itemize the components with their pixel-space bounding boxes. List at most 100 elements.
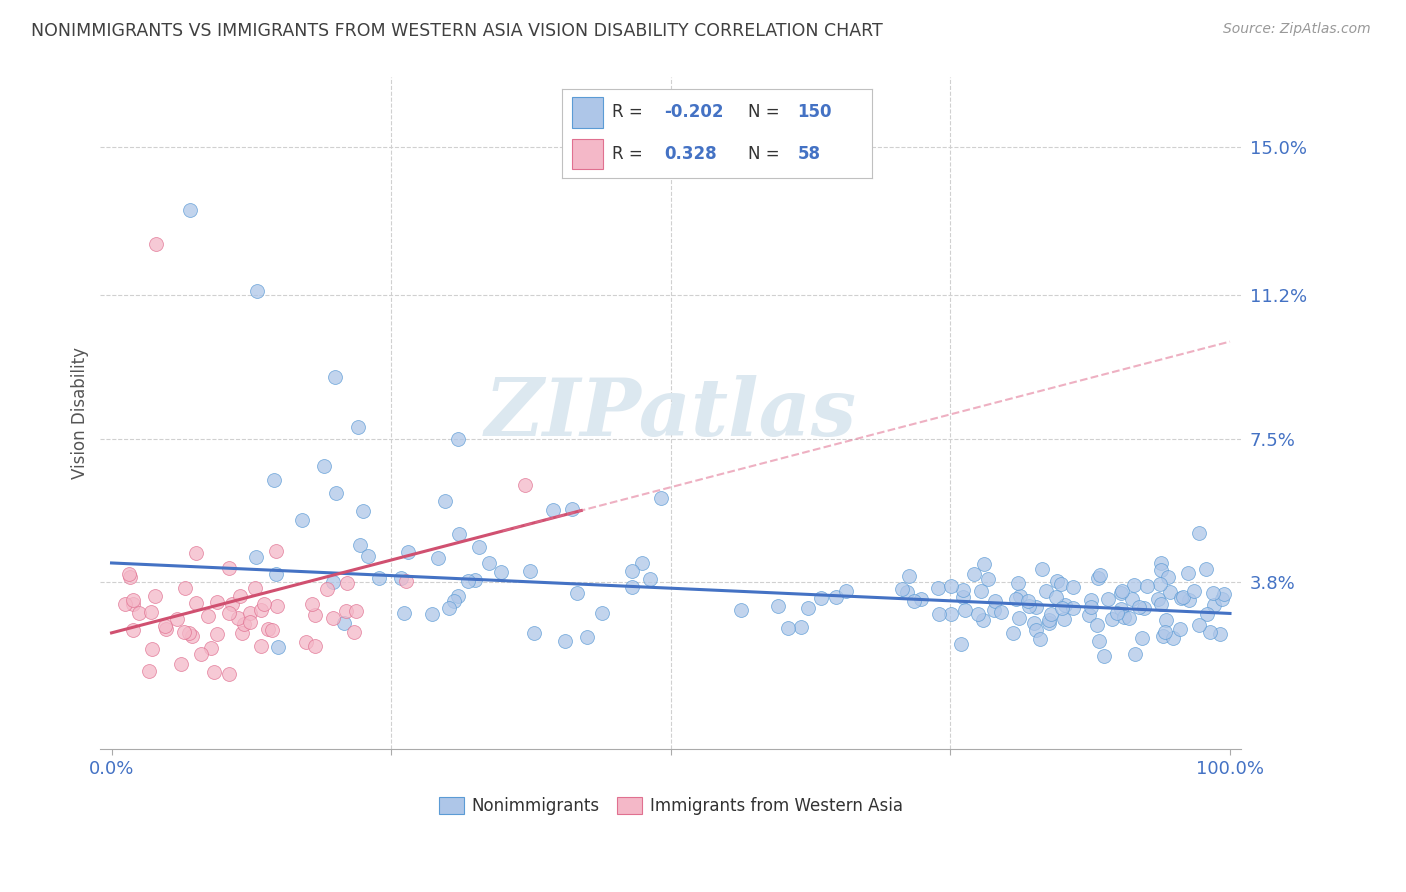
Nonimmigrants <box>1080 593 1102 607</box>
Immigrants from Western Asia <box>184 596 207 610</box>
Immigrants from Western Asia <box>118 566 141 581</box>
Nonimmigrants <box>1046 574 1069 588</box>
Nonimmigrants <box>1008 611 1031 625</box>
Nonimmigrants <box>437 600 460 615</box>
Text: R =: R = <box>612 145 643 163</box>
Nonimmigrants <box>1107 606 1129 620</box>
Nonimmigrants <box>368 571 391 585</box>
Nonimmigrants <box>1154 625 1177 640</box>
Immigrants from Western Asia <box>249 603 271 617</box>
Nonimmigrants <box>977 572 1000 586</box>
Nonimmigrants <box>1097 592 1119 607</box>
Immigrants from Western Asia <box>205 626 228 640</box>
Immigrants from Western Asia <box>121 593 143 607</box>
Nonimmigrants <box>1202 586 1225 600</box>
Nonimmigrants <box>1154 613 1177 627</box>
Immigrants from Western Asia <box>121 624 143 638</box>
Nonimmigrants <box>541 503 564 517</box>
Nonimmigrants <box>778 621 800 635</box>
Nonimmigrants <box>1213 587 1236 601</box>
Immigrants from Western Asia <box>295 634 318 648</box>
Nonimmigrants <box>1053 599 1076 613</box>
Immigrants from Western Asia <box>200 640 222 655</box>
Immigrants from Western Asia <box>221 598 243 612</box>
Immigrants from Western Asia <box>118 570 141 584</box>
Nonimmigrants <box>1080 599 1102 614</box>
Nonimmigrants <box>312 458 335 473</box>
Nonimmigrants <box>1001 626 1024 640</box>
Nonimmigrants <box>420 607 443 621</box>
Nonimmigrants <box>323 369 346 384</box>
Nonimmigrants <box>891 582 914 597</box>
Text: N =: N = <box>748 103 779 121</box>
Nonimmigrants <box>457 574 479 589</box>
Nonimmigrants <box>1024 615 1046 630</box>
Nonimmigrants <box>1050 600 1073 615</box>
Nonimmigrants <box>1149 577 1171 591</box>
Nonimmigrants <box>352 504 374 518</box>
Nonimmigrants <box>1156 570 1178 584</box>
Nonimmigrants <box>1195 562 1218 576</box>
Legend: Nonimmigrants, Immigrants from Western Asia: Nonimmigrants, Immigrants from Western A… <box>432 790 910 822</box>
Nonimmigrants <box>1025 624 1047 638</box>
Nonimmigrants <box>1029 632 1052 647</box>
Nonimmigrants <box>567 585 589 599</box>
Text: NONIMMIGRANTS VS IMMIGRANTS FROM WESTERN ASIA VISION DISABILITY CORRELATION CHAR: NONIMMIGRANTS VS IMMIGRANTS FROM WESTERN… <box>31 22 883 40</box>
Nonimmigrants <box>576 630 599 644</box>
Nonimmigrants <box>927 581 949 595</box>
FancyBboxPatch shape <box>572 97 603 128</box>
Nonimmigrants <box>1177 566 1199 580</box>
Immigrants from Western Asia <box>336 576 359 591</box>
Immigrants from Western Asia <box>301 598 323 612</box>
Immigrants from Western Asia <box>207 594 229 608</box>
Immigrants from Western Asia <box>141 605 163 619</box>
Nonimmigrants <box>621 564 644 578</box>
Immigrants from Western Asia <box>515 478 537 492</box>
Nonimmigrants <box>1025 600 1047 615</box>
Nonimmigrants <box>972 614 994 628</box>
Immigrants from Western Asia <box>264 544 287 558</box>
Nonimmigrants <box>1170 591 1192 606</box>
Nonimmigrants <box>443 594 465 608</box>
Immigrants from Western Asia <box>197 609 219 624</box>
Immigrants from Western Asia <box>177 626 200 640</box>
Nonimmigrants <box>332 615 354 630</box>
Immigrants from Western Asia <box>138 664 160 678</box>
Nonimmigrants <box>1118 610 1140 624</box>
Nonimmigrants <box>1038 616 1060 631</box>
Nonimmigrants <box>291 514 314 528</box>
Nonimmigrants <box>1045 590 1067 604</box>
Nonimmigrants <box>835 584 858 599</box>
Nonimmigrants <box>1087 633 1109 648</box>
Text: Source: ZipAtlas.com: Source: ZipAtlas.com <box>1223 22 1371 37</box>
Text: N =: N = <box>748 145 779 163</box>
Nonimmigrants <box>1199 624 1222 639</box>
Nonimmigrants <box>1123 647 1146 661</box>
FancyBboxPatch shape <box>572 139 603 169</box>
Nonimmigrants <box>447 432 470 446</box>
Immigrants from Western Asia <box>231 626 253 640</box>
Nonimmigrants <box>1004 592 1026 607</box>
Immigrants from Western Asia <box>250 640 273 654</box>
Immigrants from Western Asia <box>343 624 366 639</box>
Nonimmigrants <box>1182 583 1205 598</box>
Immigrants from Western Asia <box>245 581 267 595</box>
Immigrants from Western Asia <box>141 642 163 657</box>
Nonimmigrants <box>939 607 962 621</box>
Immigrants from Western Asia <box>218 667 240 681</box>
Nonimmigrants <box>1130 631 1153 645</box>
Nonimmigrants <box>554 633 576 648</box>
Nonimmigrants <box>1211 591 1233 606</box>
Nonimmigrants <box>523 626 546 640</box>
Nonimmigrants <box>1088 568 1111 582</box>
Nonimmigrants <box>973 557 995 571</box>
Nonimmigrants <box>396 545 419 559</box>
Text: 0.328: 0.328 <box>665 145 717 163</box>
Immigrants from Western Asia <box>239 606 262 620</box>
Nonimmigrants <box>1053 612 1076 626</box>
Nonimmigrants <box>1008 589 1031 603</box>
Nonimmigrants <box>896 585 918 599</box>
Nonimmigrants <box>903 594 925 608</box>
Nonimmigrants <box>1092 649 1115 664</box>
Nonimmigrants <box>1018 599 1040 613</box>
